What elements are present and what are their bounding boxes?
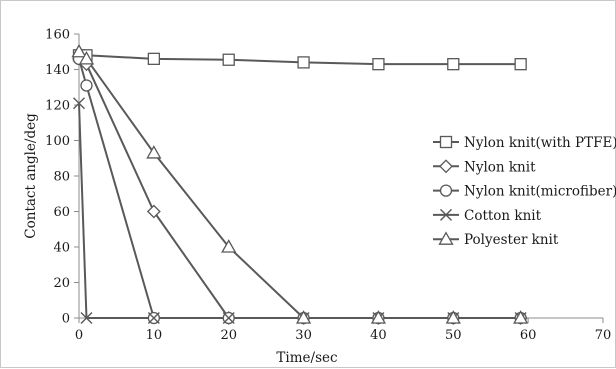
series-line-triangle — [78, 51, 521, 319]
legend-label: Nylon knit(with PTFE) — [464, 135, 616, 151]
y-tick-label: 140 — [45, 63, 70, 78]
y-tick-label: 160 — [45, 28, 70, 43]
data-point-x — [73, 97, 85, 110]
x-tick-label: 20 — [220, 328, 237, 343]
data-point-triangle — [295, 310, 312, 324]
data-point-triangle — [445, 310, 461, 324]
data-point-square — [222, 53, 235, 66]
data-point-x — [222, 312, 235, 324]
data-point-x — [80, 312, 93, 324]
legend-label: Nylon knit — [464, 159, 536, 175]
data-point-circle — [80, 79, 93, 92]
x-tick-label: 30 — [295, 328, 312, 343]
x-tick-label: 60 — [520, 328, 537, 343]
data-point-square — [297, 56, 310, 69]
data-point-diamond — [146, 204, 161, 219]
legend-marker-square — [439, 135, 453, 149]
data-point-square — [447, 58, 460, 71]
series-line-square — [79, 54, 521, 66]
data-point-triangle — [513, 310, 529, 324]
legend-label: Polyester knit — [464, 232, 559, 248]
data-point-triangle — [146, 145, 162, 159]
x-tick-label: 10 — [146, 328, 163, 343]
y-tick-label: 60 — [53, 205, 70, 220]
series-markers — [71, 43, 529, 325]
legend-marker-diamond — [439, 159, 453, 174]
x-tick-label: 70 — [595, 328, 612, 343]
y-tick-label: 20 — [53, 276, 70, 291]
data-point-triangle — [71, 43, 87, 58]
data-point-x — [147, 312, 160, 324]
legend-marker-x — [440, 208, 452, 221]
y-tick-label: 120 — [45, 99, 70, 114]
y-tick-label: 100 — [45, 134, 70, 149]
x-axis-label: Time/sec — [276, 350, 337, 366]
legend-label: Nylon knit(microfiber) — [464, 184, 616, 200]
data-point-triangle — [370, 310, 387, 324]
y-axis-label: Contact angle/deg — [23, 113, 39, 239]
series-line-diamond — [78, 58, 521, 319]
y-tick-label: 0 — [62, 312, 70, 327]
x-tick-label: 40 — [370, 328, 387, 343]
y-tick-label: 80 — [53, 170, 70, 185]
legend-label: Cotton knit — [464, 208, 542, 224]
x-tick-label: 0 — [75, 328, 83, 343]
legend-marker-circle — [439, 184, 453, 197]
data-point-triangle — [221, 239, 237, 253]
series-lines — [78, 51, 521, 319]
legend: Nylon knit(with PTFE) Nylon knit Nylon kni… — [433, 135, 616, 248]
series-line-circle — [78, 58, 521, 319]
data-point-triangle — [78, 51, 95, 65]
y-tick-label: 40 — [53, 241, 70, 256]
data-point-square — [147, 52, 161, 65]
axes: 0 20 40 60 80 100 120 140 160 0 10 20 30 40 50 60 70 Time… — [23, 28, 611, 367]
x-tick-label: 50 — [445, 328, 462, 343]
legend-marker-triangle — [438, 231, 454, 245]
data-point-square — [372, 58, 385, 71]
data-point-square — [514, 58, 527, 71]
